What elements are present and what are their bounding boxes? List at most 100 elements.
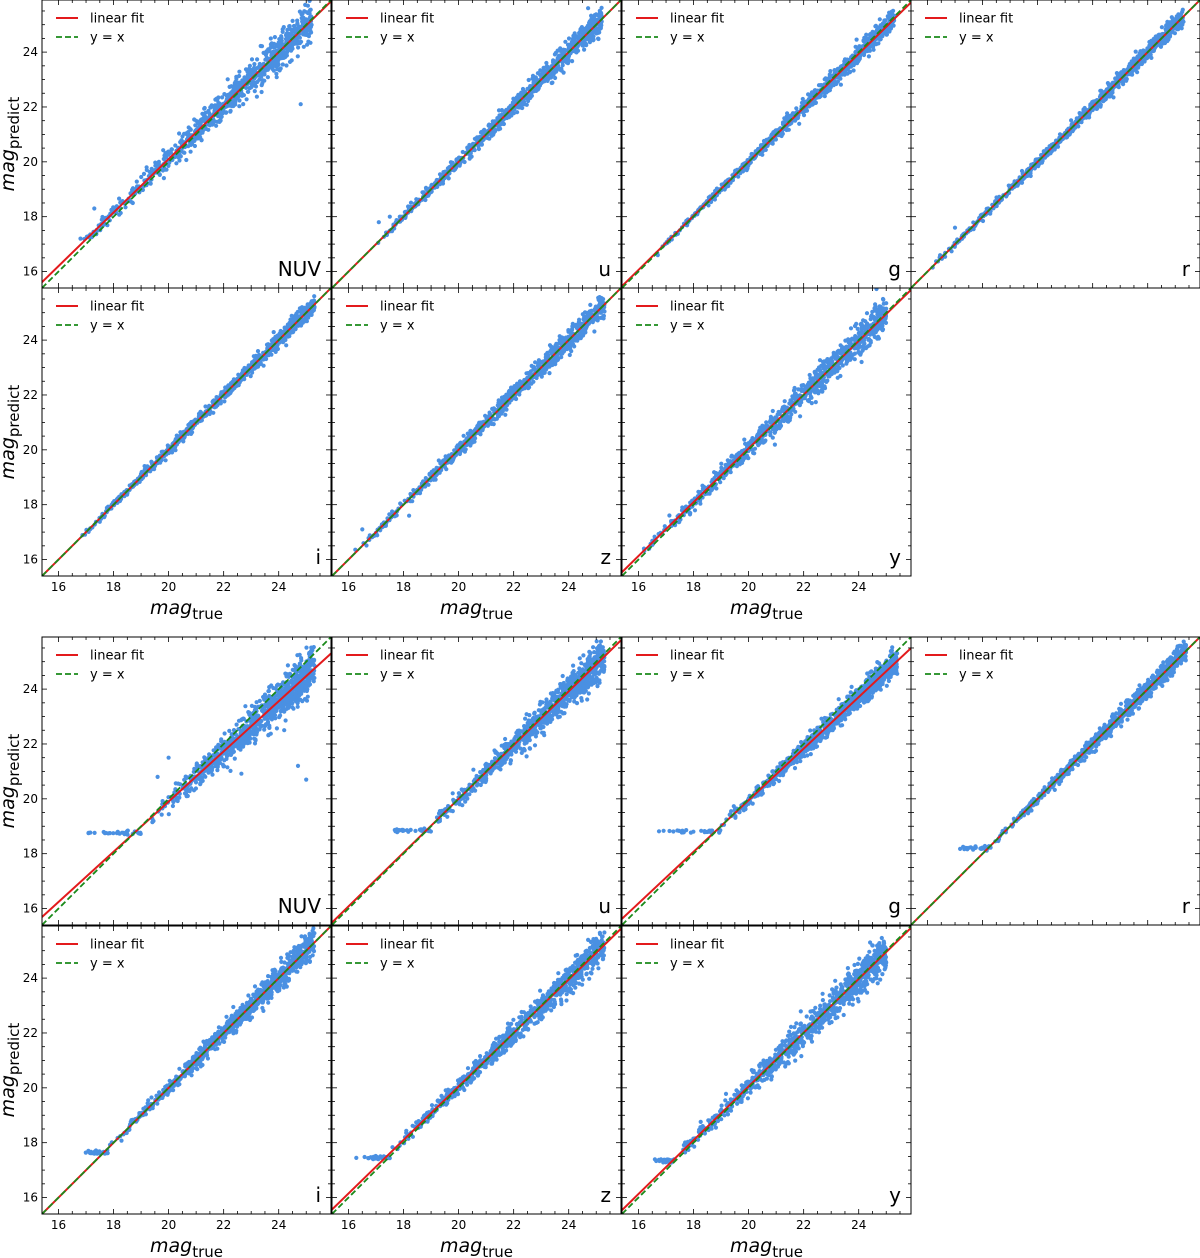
data-point — [779, 133, 784, 139]
data-point — [177, 131, 182, 136]
data-point — [252, 62, 257, 67]
data-point — [265, 75, 270, 80]
data-point — [228, 102, 234, 107]
data-point — [544, 76, 549, 81]
data-point — [189, 431, 194, 436]
data-point — [585, 36, 590, 42]
x-tick-label: 20 — [161, 580, 176, 594]
data-point — [864, 36, 870, 41]
data-point — [243, 67, 249, 72]
data-point — [208, 105, 213, 110]
data-point — [285, 47, 290, 52]
data-point — [848, 69, 853, 74]
data-point — [192, 143, 197, 149]
data-point — [180, 430, 185, 435]
data-point — [248, 374, 253, 379]
data-point — [269, 41, 274, 46]
x-axis-label: magtrue — [150, 597, 223, 623]
data-point — [524, 102, 529, 107]
data-point — [806, 92, 811, 97]
data-point — [533, 78, 539, 83]
data-point — [852, 61, 857, 66]
data-point — [874, 42, 879, 47]
data-point — [249, 57, 255, 62]
data-point — [555, 56, 560, 61]
data-point — [809, 93, 814, 98]
data-point — [271, 337, 276, 342]
y-tick-label: 16 — [23, 553, 38, 567]
data-point — [244, 97, 249, 102]
data-point — [204, 126, 209, 131]
data-point — [1159, 25, 1164, 30]
data-point — [949, 249, 954, 254]
y-tick-label: 22 — [23, 388, 38, 402]
data-point — [203, 115, 208, 121]
data-point — [188, 149, 193, 154]
data-point — [807, 103, 812, 108]
data-point — [549, 75, 554, 80]
data-point — [275, 57, 280, 62]
data-point — [147, 181, 152, 186]
data-point — [255, 57, 260, 62]
data-point — [1178, 12, 1184, 17]
x-tick-label: 18 — [106, 580, 121, 594]
data-point — [586, 6, 591, 11]
data-point — [118, 210, 123, 216]
data-point — [1158, 44, 1164, 49]
data-point — [1036, 164, 1041, 169]
data-point — [861, 52, 867, 58]
data-point — [1141, 57, 1147, 63]
data-point — [1084, 115, 1089, 120]
data-point — [1111, 95, 1116, 100]
data-point — [557, 67, 563, 72]
legend-identity-label: y = x — [90, 31, 125, 46]
data-point — [376, 220, 381, 225]
data-point — [212, 108, 217, 114]
data-point — [525, 94, 530, 99]
data-point — [851, 68, 856, 73]
data-point — [306, 34, 311, 39]
data-point — [574, 50, 579, 55]
x-tick-label: 22 — [216, 580, 231, 594]
data-point — [276, 43, 281, 48]
data-point — [423, 197, 428, 203]
data-point — [1133, 67, 1138, 72]
data-point — [237, 98, 242, 103]
data-point — [598, 25, 603, 30]
data-point — [1139, 61, 1144, 67]
data-point — [866, 54, 872, 59]
data-point — [179, 138, 184, 143]
identity-line — [911, 0, 1200, 288]
legend-identity-label: y = x — [380, 31, 415, 46]
data-point — [454, 157, 459, 162]
data-point — [200, 111, 205, 116]
data-point — [305, 42, 310, 47]
data-point — [225, 77, 230, 82]
data-point — [274, 75, 279, 80]
data-point — [281, 25, 286, 30]
data-point — [562, 48, 568, 54]
data-point — [479, 142, 484, 147]
data-point — [192, 138, 197, 143]
data-point — [165, 150, 170, 155]
data-point — [154, 455, 159, 460]
data-point — [222, 399, 227, 404]
legend-fit-label: linear fit — [670, 12, 724, 27]
data-point — [733, 168, 738, 173]
data-point — [284, 343, 289, 348]
data-point — [295, 41, 300, 46]
data-point — [1117, 71, 1122, 76]
data-point — [168, 150, 173, 155]
data-point — [196, 119, 201, 124]
data-point — [257, 352, 262, 357]
data-point — [290, 18, 295, 23]
plot-area — [42, 0, 331, 288]
data-point — [1079, 120, 1084, 125]
data-point — [269, 50, 274, 55]
data-point — [802, 101, 807, 106]
data-point — [890, 11, 895, 16]
data-point — [214, 103, 219, 108]
data-point — [501, 121, 506, 127]
data-point — [181, 439, 186, 444]
